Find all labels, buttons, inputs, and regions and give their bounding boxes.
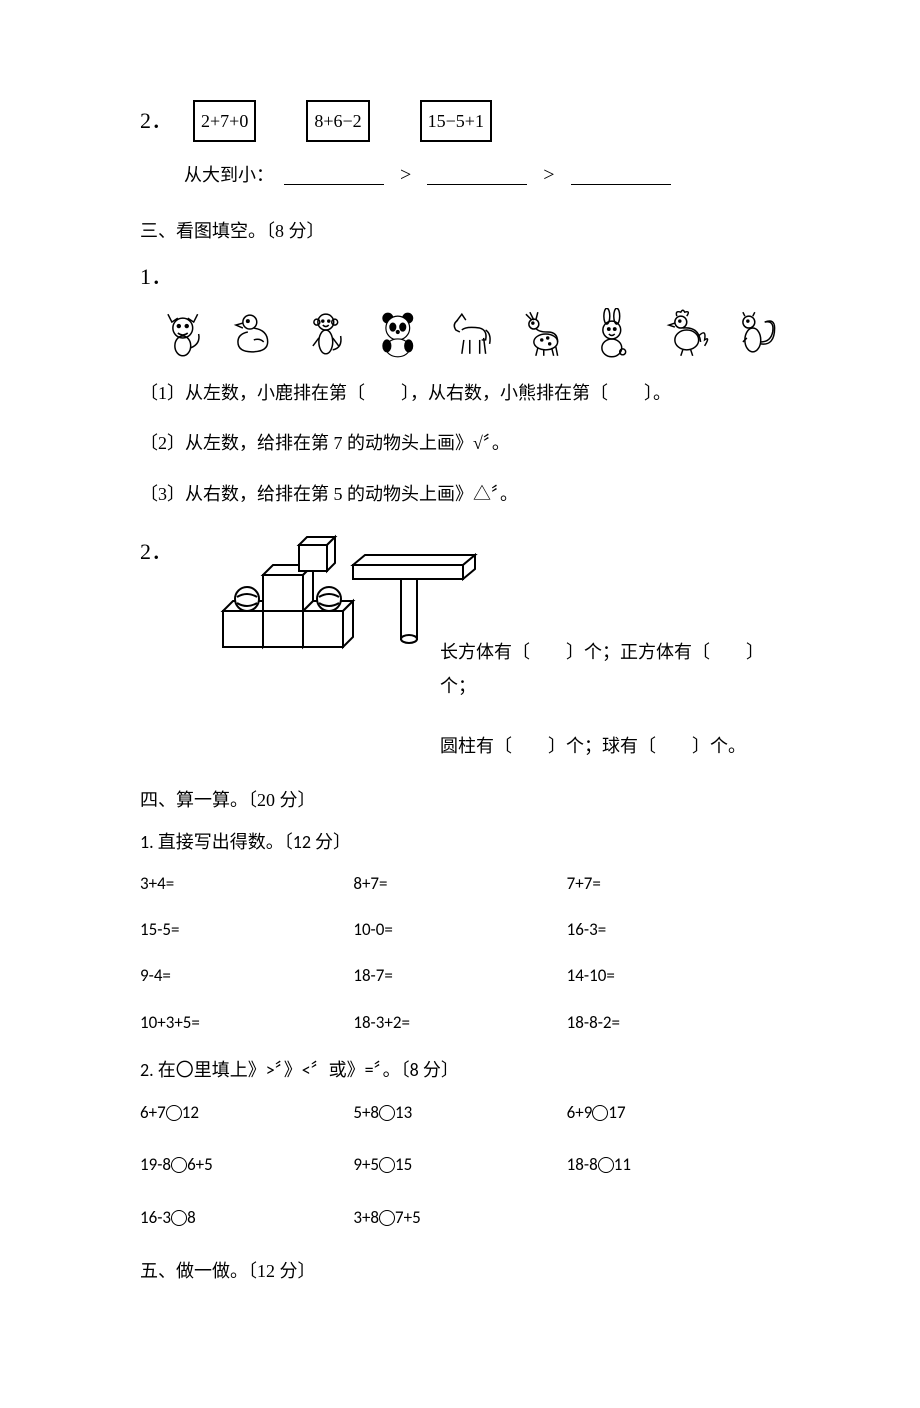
- arith-cell: 7+7=: [567, 868, 780, 900]
- q2-box-3: 15−5+1: [420, 100, 492, 142]
- q3-sub1: 〔1〕从左数，小鹿排在第〔 〕，从右数，小熊排在第〔 〕。: [140, 376, 780, 410]
- compare-cell: 5+8 13: [353, 1097, 566, 1129]
- cmp-left: 6+9: [567, 1102, 593, 1123]
- circle-blank[interactable]: [379, 1157, 395, 1173]
- shapes-text-2: 圆柱有〔 〕个；球有〔 〕个。: [440, 729, 780, 763]
- animal-squirrel-icon: [731, 308, 781, 358]
- compare-grid: 6+7 12 5+8 13 6+9 17 19-8 6+5 9+5 15 18-8 11 1…: [140, 1097, 780, 1234]
- section-4-title: 四、算一算。〔20 分〕: [140, 783, 780, 817]
- q2-order-label: 从大到小：: [184, 158, 274, 192]
- compare-cell: 6+7 12: [140, 1097, 353, 1129]
- arith-cell: 9-4=: [140, 960, 353, 992]
- q3-1-row: 1．: [140, 256, 780, 298]
- compare-cell: 18-8 11: [567, 1149, 780, 1181]
- worksheet-page: 2． 2+7+0 8+6−2 15−5+1 从大到小： > > 三、看图填空。〔…: [0, 0, 920, 1408]
- section-3-title: 三、看图填空。〔8 分〕: [140, 214, 780, 248]
- q2-box-2: 8+6−2: [306, 100, 369, 142]
- q3-2-prefix: 2．: [140, 531, 173, 573]
- cmp-right: 6+5: [187, 1154, 213, 1175]
- cmp-left: 18-8: [567, 1154, 598, 1175]
- arith-cell: 8+7=: [353, 868, 566, 900]
- cmp-left: 9+5: [353, 1154, 379, 1175]
- animal-row: [158, 308, 780, 358]
- arith-cell: 3+4=: [140, 868, 353, 900]
- animal-deer-icon: [516, 308, 566, 358]
- compare-cell: 19-8 6+5: [140, 1149, 353, 1181]
- cmp-right: 11: [614, 1154, 631, 1175]
- cmp-left: 5+8: [353, 1102, 379, 1123]
- blank-2[interactable]: [427, 165, 527, 185]
- circle-blank[interactable]: [379, 1210, 395, 1226]
- circle-blank[interactable]: [379, 1105, 395, 1121]
- cmp-right: 12: [182, 1102, 199, 1123]
- blank-3[interactable]: [571, 165, 671, 185]
- q2-ordering-row: 2． 2+7+0 8+6−2 15−5+1: [140, 100, 780, 142]
- arith-cell: 18-8-2=: [567, 1007, 780, 1039]
- cmp-left: 16-3: [140, 1207, 171, 1228]
- q2-prefix: 2．: [140, 100, 173, 142]
- animal-rooster-icon: [659, 308, 709, 358]
- animal-monkey-icon: [301, 308, 351, 358]
- circle-blank[interactable]: [166, 1105, 182, 1121]
- q3-sub2: 〔2〕从左数，给排在第 7 的动物头上画》√〞。: [140, 426, 780, 460]
- cmp-left: 19-8: [140, 1154, 171, 1175]
- cmp-right: 15: [395, 1154, 412, 1175]
- sec4-p1-label: 1. 直接写出得数。〔12 分〕: [140, 825, 780, 859]
- cmp-left: 6+7: [140, 1102, 166, 1123]
- circle-blank[interactable]: [592, 1105, 608, 1121]
- animal-rabbit-icon: [587, 308, 637, 358]
- q3-2-shapes-row: 2．: [140, 531, 780, 651]
- arith-cell: 18-3+2=: [353, 1007, 566, 1039]
- arith-cell: 15-5=: [140, 914, 353, 946]
- q3-1-prefix: 1．: [140, 256, 173, 298]
- circle-blank[interactable]: [598, 1157, 614, 1173]
- q3-sub3: 〔3〕从右数，给排在第 5 的动物头上画》△〞。: [140, 477, 780, 511]
- arith-cell: 10-0=: [353, 914, 566, 946]
- animal-duck-icon: [230, 308, 280, 358]
- arith-grid: 3+4= 8+7= 7+7= 15-5= 10-0= 16-3= 9-4= 18…: [140, 868, 780, 1039]
- section-5-title: 五、做一做。〔12 分〕: [140, 1254, 780, 1288]
- blank-1[interactable]: [284, 165, 384, 185]
- cmp-right: 17: [608, 1102, 625, 1123]
- arith-cell: 18-7=: [353, 960, 566, 992]
- shapes-figure-icon: [203, 531, 483, 651]
- cmp-right: 7+5: [395, 1207, 421, 1228]
- gt-2: >: [543, 156, 554, 194]
- animal-cat-icon: [158, 308, 208, 358]
- gt-1: >: [400, 156, 411, 194]
- compare-cell: 16-3 8: [140, 1202, 353, 1234]
- compare-cell: 6+9 17: [567, 1097, 780, 1129]
- cmp-right: 8: [187, 1207, 196, 1228]
- animal-horse-icon: [444, 308, 494, 358]
- arith-cell: 14-10=: [567, 960, 780, 992]
- animal-panda-icon: [373, 308, 423, 358]
- sec4-p2-label: 2. 在〇里填上》>〞》<〞或》=〞。〔8 分〕: [140, 1053, 780, 1087]
- q2-order-line: 从大到小： > >: [184, 156, 780, 194]
- q2-box-1: 2+7+0: [193, 100, 256, 142]
- cmp-right: 13: [395, 1102, 412, 1123]
- compare-cell: 9+5 15: [353, 1149, 566, 1181]
- arith-cell: 10+3+5=: [140, 1007, 353, 1039]
- circle-blank[interactable]: [171, 1210, 187, 1226]
- shapes-text-1: 长方体有〔 〕个；正方体有〔 〕个；: [440, 635, 780, 703]
- compare-cell: 3+8 7+5: [353, 1202, 566, 1234]
- arith-cell: 16-3=: [567, 914, 780, 946]
- cmp-left: 3+8: [353, 1207, 379, 1228]
- circle-blank[interactable]: [171, 1157, 187, 1173]
